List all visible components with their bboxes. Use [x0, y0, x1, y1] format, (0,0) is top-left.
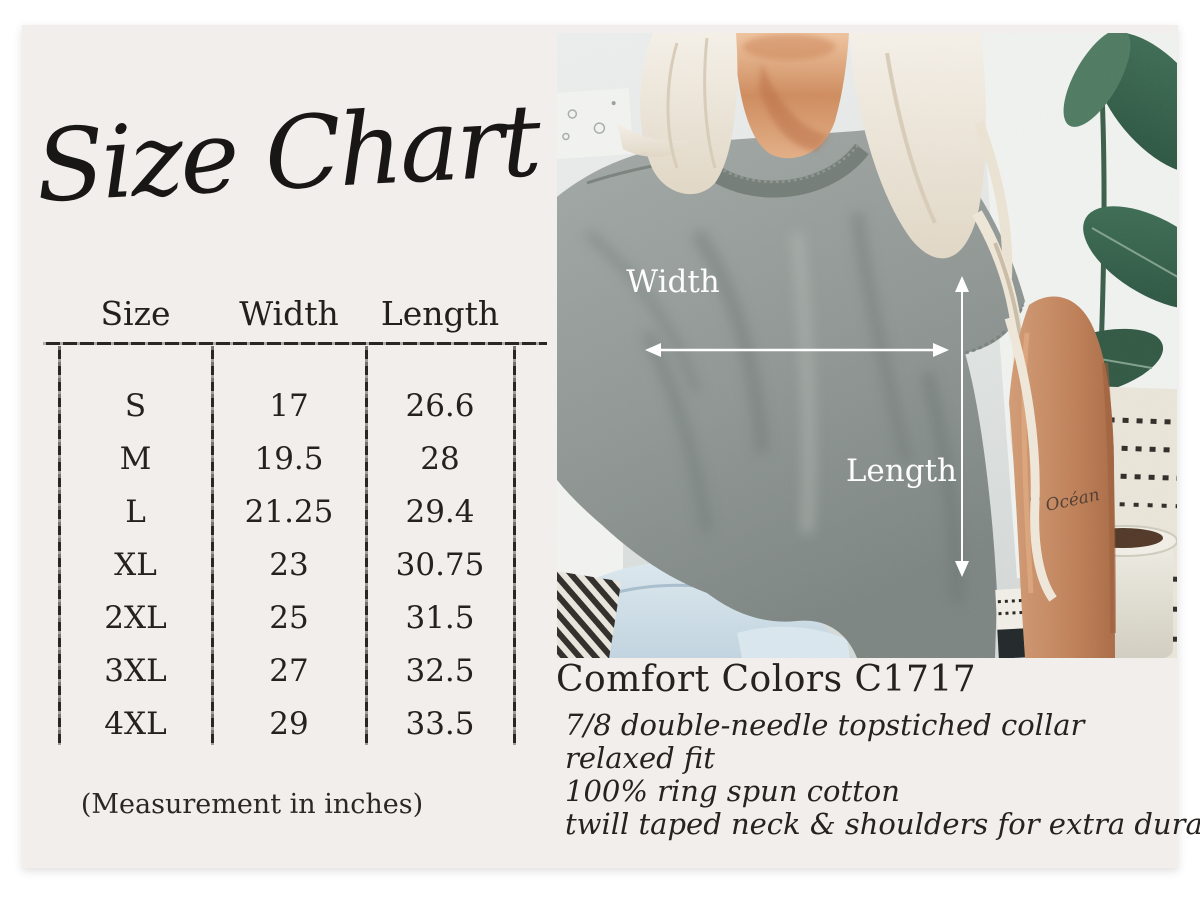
cell-width: 21.25: [244, 493, 334, 530]
cell-size: M: [119, 440, 152, 477]
size-table: S 17 26.6 M 19.5 28 L 21.25 29.4 XL 23 3…: [59, 379, 514, 750]
table-header-rule: [43, 342, 547, 345]
cell-length: 31.5: [405, 599, 475, 636]
product-feature: 7/8 double-needle topstiched collar: [565, 708, 1085, 742]
product-feature: relaxed fit: [565, 741, 715, 775]
cell-length: 29.4: [405, 493, 475, 530]
cell-length: 30.75: [395, 546, 485, 583]
cell-width: 23: [269, 546, 309, 583]
table-border-left: [58, 346, 61, 745]
cell-width: 25: [269, 599, 309, 636]
column-header-length: Length: [380, 294, 500, 333]
cell-length: 33.5: [405, 705, 475, 742]
cell-width: 17: [269, 387, 309, 424]
cell-width: 29: [269, 705, 309, 742]
page-title: Size Chart: [33, 81, 542, 226]
table-divider-2: [365, 346, 368, 745]
photo-illustration: Océan Width Length: [557, 33, 1177, 658]
width-label: Width: [626, 264, 720, 300]
product-feature: 100% ring spun cotton: [565, 774, 900, 808]
cell-size: 3XL: [104, 652, 167, 689]
cell-length: 32.5: [405, 652, 475, 689]
cell-length: 26.6: [405, 387, 475, 424]
product-info: Comfort Colors C1717 7/8 double-needle t…: [556, 659, 1200, 841]
measurement-note: (Measurement in inches): [80, 789, 424, 820]
length-label: Length: [846, 453, 957, 489]
photo-grain: [557, 33, 1177, 658]
product-name: Comfort Colors C1717: [556, 659, 977, 700]
column-header-width: Width: [239, 294, 339, 333]
cell-size: XL: [114, 546, 157, 583]
model-photo: Océan Width Length: [557, 33, 1177, 658]
cell-size: S: [124, 387, 147, 424]
cell-size: 4XL: [104, 705, 167, 742]
cell-size: 2XL: [104, 599, 167, 636]
size-chart-card: Size Chart Size Width Length S 17 26.6 M…: [22, 25, 1200, 868]
column-header-size: Size: [100, 294, 171, 333]
width-arrow: [645, 343, 949, 357]
product-feature: twill taped neck & shoulders for extra d…: [565, 807, 1200, 841]
cell-width: 27: [269, 652, 309, 689]
table-border-right: [513, 346, 516, 745]
length-arrow: [955, 276, 969, 577]
cell-size: L: [125, 493, 146, 530]
cell-length: 28: [420, 440, 460, 477]
table-divider-1: [211, 346, 214, 745]
cell-width: 19.5: [254, 440, 324, 477]
